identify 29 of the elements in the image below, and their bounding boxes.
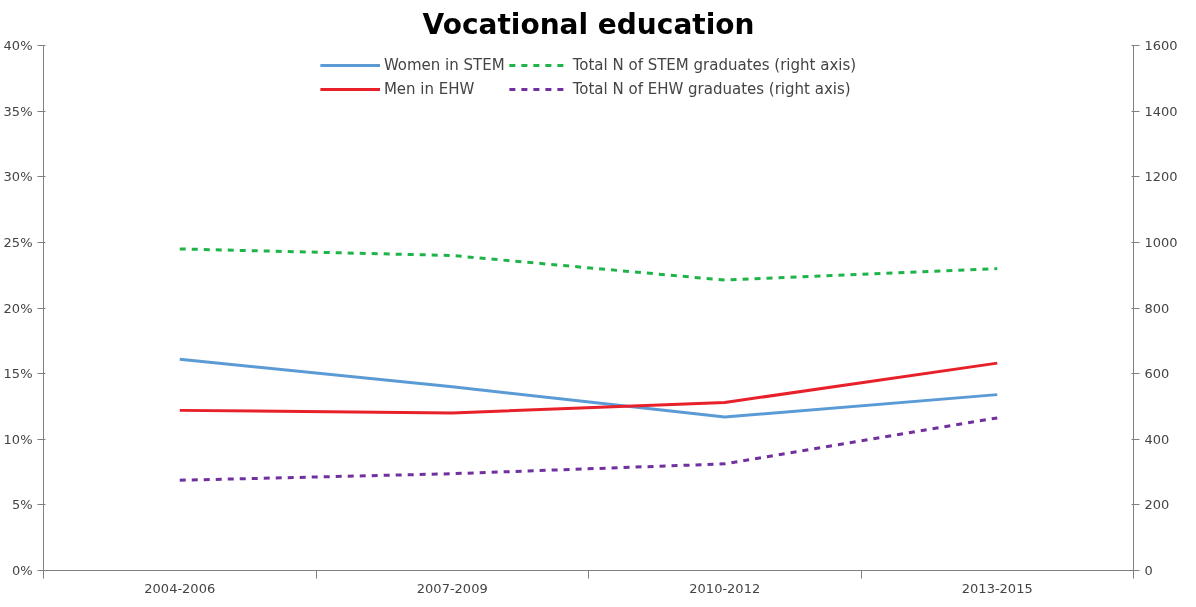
y-tick-label: 25% <box>3 234 33 250</box>
line-series <box>178 247 999 282</box>
x-tick-label: 2010-2012 <box>689 580 761 596</box>
x-tick-label: 2013-2015 <box>961 580 1033 596</box>
y-tick-label: 0% <box>11 563 33 578</box>
x-tick-label: 2004-2006 <box>144 580 216 596</box>
y2-tick-label: 1000 <box>1144 234 1178 250</box>
y2-tick-label: 600 <box>1144 366 1170 382</box>
x-tick-label: 2007-2009 <box>416 580 488 596</box>
y2-tick-label: 0 <box>1144 563 1153 578</box>
y-tick-label: 5% <box>11 497 33 513</box>
y-tick-label: 10% <box>3 431 33 447</box>
y2-tick-label: 1600 <box>1144 38 1178 53</box>
legend-label: Men in EHW <box>383 80 475 98</box>
legend-label: Total N of EHW graduates (right axis) <box>572 80 851 98</box>
line-series <box>178 416 999 482</box>
y-tick-label: 15% <box>3 366 33 382</box>
y2-tick-label: 200 <box>1144 497 1170 513</box>
y-tick-label: 20% <box>3 300 33 316</box>
y2-tick-label: 800 <box>1144 300 1170 316</box>
y2-tick-label: 1400 <box>1144 103 1178 119</box>
y2-tick-label: 1200 <box>1144 169 1178 185</box>
y-tick-label: 40% <box>3 38 33 53</box>
chart-title: Vocational education <box>422 7 755 41</box>
y2-tick-label: 400 <box>1144 431 1170 447</box>
legend-label: Women in STEM <box>383 56 505 74</box>
legend-label: Total N of STEM graduates (right axis) <box>572 56 857 74</box>
y-tick-label: 35% <box>3 103 33 119</box>
y-tick-label: 30% <box>3 169 33 185</box>
